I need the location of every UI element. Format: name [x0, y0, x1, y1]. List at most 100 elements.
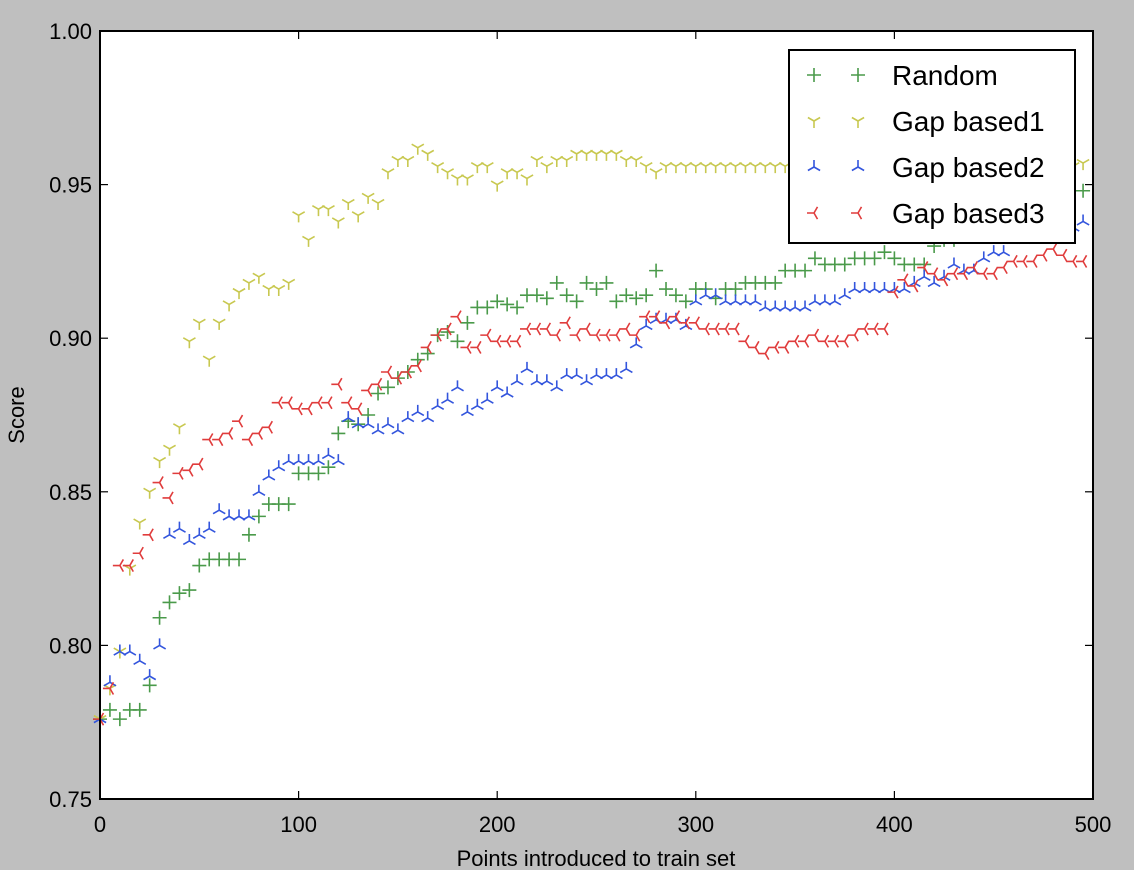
x-axis-ticks: 0 100 200 300 400 500: [94, 31, 1111, 837]
data-point: [192, 527, 206, 540]
data-point: [490, 180, 504, 192]
data-point: [112, 712, 127, 727]
data-point: [678, 316, 691, 330]
data-point: [927, 267, 939, 281]
data-point: [1076, 214, 1090, 226]
data-point: [917, 269, 931, 281]
data-point: [411, 143, 425, 155]
series-gap-based3: [93, 242, 1088, 726]
data-point: [460, 340, 472, 354]
data-point: [946, 267, 959, 281]
data-point: [1076, 183, 1091, 198]
data-point: [162, 491, 174, 505]
data-point: [539, 322, 552, 336]
data-point: [520, 174, 534, 186]
data-point: [480, 392, 494, 404]
data-point: [282, 278, 296, 290]
data-point: [540, 161, 554, 174]
data-point: [172, 586, 187, 601]
data-point: [391, 423, 405, 435]
data-point: [421, 411, 435, 423]
data-point: [668, 310, 681, 324]
data-point: [430, 328, 442, 342]
data-point: [133, 653, 147, 665]
data-point: [728, 282, 743, 297]
data-point: [559, 316, 571, 330]
data-point: [529, 288, 544, 303]
legend-marker: [807, 68, 821, 82]
y-tick-label: 0.75: [49, 787, 92, 812]
data-point: [827, 334, 840, 348]
legend-marker: [851, 116, 865, 128]
data-point: [341, 396, 353, 410]
data-point: [609, 149, 623, 161]
data-point: [321, 460, 336, 475]
data-point: [460, 174, 474, 186]
data-point: [857, 322, 869, 336]
legend-marker: [851, 160, 865, 172]
data-point: [321, 447, 335, 460]
data-point: [252, 272, 266, 284]
data-point: [163, 444, 176, 456]
data-point: [580, 374, 594, 386]
data-point: [659, 316, 671, 330]
data-point: [540, 374, 554, 386]
data-point: [768, 275, 783, 290]
data-point: [302, 235, 316, 247]
data-point: [143, 487, 157, 499]
data-point: [172, 423, 186, 435]
data-point: [579, 322, 591, 336]
data-point: [609, 294, 624, 309]
data-point: [301, 402, 313, 416]
x-tick-label: 200: [479, 812, 516, 837]
data-point: [331, 217, 345, 229]
data-point: [1026, 254, 1038, 268]
data-point: [947, 257, 961, 269]
data-point: [202, 521, 216, 533]
data-point: [500, 386, 514, 398]
data-point: [847, 328, 859, 342]
data-point: [163, 527, 176, 540]
data-point: [490, 294, 505, 309]
y-tick-label: 0.85: [49, 480, 92, 505]
data-point: [470, 398, 484, 410]
data-point: [897, 273, 909, 287]
data-point: [748, 294, 762, 306]
data-point: [450, 310, 462, 324]
data-point: [202, 355, 216, 367]
data-point: [441, 392, 455, 404]
data-point: [182, 533, 196, 546]
data-point: [480, 300, 495, 315]
data-point: [807, 328, 820, 342]
data-point: [887, 285, 899, 299]
data-point: [668, 288, 683, 303]
x-tick-label: 500: [1075, 812, 1112, 837]
legend-marker: [807, 206, 819, 220]
data-point: [380, 380, 395, 395]
data-point: [1046, 242, 1058, 256]
data-point: [361, 417, 375, 429]
data-point: [152, 476, 164, 490]
data-point: [281, 497, 296, 512]
data-point: [927, 275, 941, 288]
data-point: [798, 300, 812, 312]
data-point: [956, 267, 969, 281]
data-point: [490, 380, 504, 392]
data-point: [569, 294, 584, 309]
data-point: [500, 334, 512, 348]
data-point: [361, 192, 375, 204]
data-point: [817, 334, 830, 348]
data-point: [281, 396, 293, 410]
data-point: [530, 155, 544, 168]
data-point: [569, 328, 581, 342]
data-point: [709, 288, 723, 300]
data-point: [510, 168, 524, 180]
data-point: [380, 365, 393, 379]
legend-entry: Gap based2: [807, 152, 1045, 183]
data-point: [411, 404, 425, 417]
data-point: [788, 334, 800, 348]
data-point: [460, 404, 474, 417]
data-point: [629, 337, 643, 349]
data-point: [589, 328, 601, 342]
